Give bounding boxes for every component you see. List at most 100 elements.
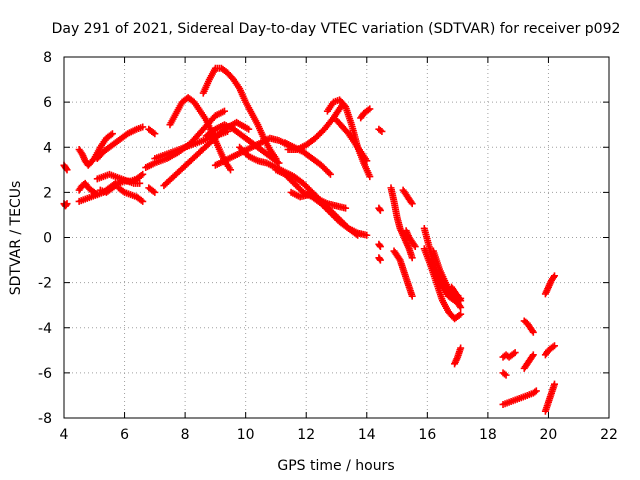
data-point	[273, 158, 281, 166]
series-arc-41	[499, 369, 510, 379]
series-arc-7	[93, 123, 147, 163]
series-arc-29	[375, 254, 384, 264]
data-point	[366, 105, 374, 113]
y-tick-label: 2	[43, 185, 52, 201]
x-tick-label: 12	[297, 427, 315, 443]
data-point	[532, 387, 540, 395]
data-point	[376, 126, 384, 134]
series-arc-32	[390, 247, 416, 300]
data-point	[376, 243, 384, 251]
data-point	[139, 123, 147, 131]
series-arc-9	[115, 184, 147, 205]
data-point	[149, 129, 157, 137]
data-point	[408, 200, 416, 208]
series-arc-46	[541, 342, 558, 359]
data-point	[108, 130, 116, 138]
plot-frame	[63, 56, 610, 419]
y-tick-label: -8	[38, 411, 52, 427]
data-point	[528, 327, 536, 335]
series-arc-36	[420, 245, 465, 323]
data-point	[139, 197, 147, 205]
data-point	[551, 272, 558, 280]
series-arc-11	[145, 184, 159, 196]
data-point	[407, 198, 415, 206]
data-point	[456, 295, 464, 303]
series-arc-22	[287, 188, 350, 212]
x-tick-label: 14	[358, 427, 376, 443]
data-point	[551, 380, 558, 388]
data-point	[408, 292, 416, 300]
data-point	[275, 159, 283, 167]
data-point	[501, 370, 509, 378]
data-point	[363, 157, 371, 165]
data-point	[376, 256, 384, 264]
series-arc-39	[451, 344, 465, 368]
data-point	[457, 344, 465, 352]
x-tick-label: 18	[479, 427, 497, 443]
data-point	[455, 311, 463, 319]
data-point	[151, 130, 159, 138]
data-point	[136, 179, 144, 187]
y-tick-label: 4	[43, 140, 52, 156]
series-arc-31	[387, 184, 416, 262]
data-point	[63, 200, 71, 208]
data-point	[511, 349, 519, 357]
series-arc-40	[499, 349, 519, 361]
data-point	[528, 352, 536, 360]
series-arc-28	[375, 204, 384, 214]
x-tick-label: 16	[418, 427, 436, 443]
data-point	[63, 166, 71, 174]
x-tick-label: 4	[60, 427, 69, 443]
series-arc-27	[375, 125, 386, 135]
data-point	[107, 131, 115, 139]
series-arc-26	[357, 105, 374, 122]
data-point	[378, 127, 386, 135]
data-point	[549, 273, 557, 281]
y-tick-label: 6	[43, 95, 52, 111]
y-tick-label: 0	[43, 231, 52, 247]
series-arc-45	[541, 380, 558, 415]
series-arc-1	[60, 161, 71, 174]
x-tick-label: 8	[181, 427, 190, 443]
data-point	[113, 180, 121, 188]
data-point	[457, 297, 465, 305]
data-point	[227, 166, 235, 174]
data-point	[549, 343, 557, 351]
y-axis-label: SDTVAR / TECUs	[8, 181, 24, 296]
data-point	[529, 328, 537, 336]
data-point	[326, 170, 334, 178]
data-point	[137, 171, 145, 179]
series-arc-30	[375, 240, 384, 251]
data-point	[139, 170, 147, 178]
y-tick-label: -4	[38, 321, 52, 337]
data-point	[364, 106, 372, 114]
y-tick-label: 8	[43, 50, 52, 66]
data-point	[457, 303, 465, 311]
data-point	[149, 187, 157, 195]
data-point	[220, 107, 228, 115]
chart-title: Day 291 of 2021, Sidereal Day-to-day VTE…	[52, 21, 621, 37]
x-tick-label: 22	[600, 427, 618, 443]
series-arc-44	[520, 351, 537, 372]
y-tick-label: -2	[38, 276, 52, 292]
data-point	[342, 204, 350, 212]
series-arc-17	[202, 121, 283, 167]
data-point	[137, 196, 145, 204]
x-axis-label: GPS time / hours	[277, 458, 394, 474]
series-arc-33	[399, 186, 416, 208]
series-arc-38	[448, 283, 465, 305]
data-point	[457, 310, 465, 318]
series-arc-37	[429, 247, 465, 311]
series-arc-8	[96, 170, 147, 196]
data-point	[408, 254, 416, 262]
data-point	[363, 231, 371, 239]
series-arc-2	[60, 200, 71, 210]
data-point	[245, 125, 253, 133]
data-points	[60, 64, 558, 415]
series-arc-43	[520, 317, 537, 336]
data-point	[551, 342, 558, 350]
data-point	[531, 388, 539, 396]
series-arc-10	[145, 125, 159, 138]
